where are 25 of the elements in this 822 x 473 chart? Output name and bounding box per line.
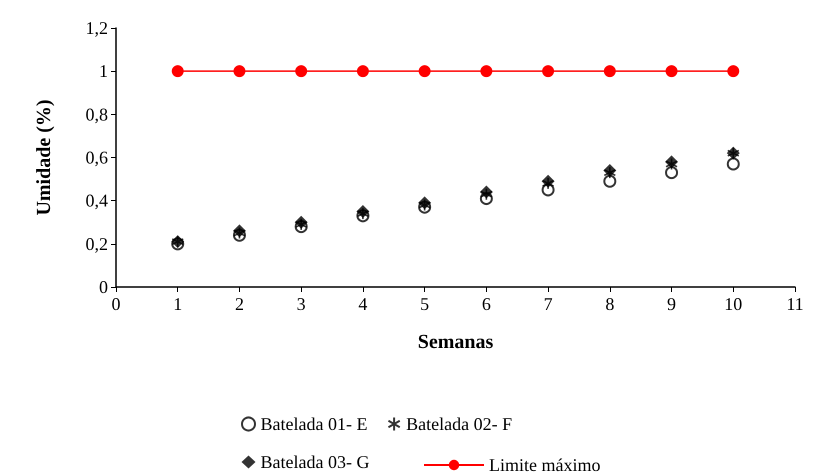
x-tick-label: 8	[605, 294, 614, 314]
y-axis-title: Umidade (%)	[33, 99, 55, 216]
legend-label: Limite máximo	[489, 455, 600, 473]
x-tick-label: 6	[482, 294, 491, 314]
y-tick-label: 0,6	[86, 148, 108, 168]
x-tick-label: 10	[724, 294, 742, 314]
y-tick-label: 0	[99, 277, 108, 297]
x-tick-label: 1	[173, 294, 182, 314]
y-tick-label: 1	[99, 61, 108, 82]
y-tick-label: 0,2	[86, 234, 108, 254]
x-axis-title: Semanas	[418, 331, 494, 353]
x-tick-label: 3	[296, 294, 306, 314]
legend-label: Batelada 01- E	[260, 414, 368, 434]
x-tick-label: 5	[420, 294, 430, 314]
legend-label: Batelada 03- G	[260, 452, 370, 472]
x-tick-label: 4	[358, 294, 368, 314]
y-tick-label: 0,4	[86, 190, 108, 211]
x-tick-label: 0	[112, 294, 120, 314]
x-tick-label: 7	[544, 294, 553, 314]
legend-label: Batelada 02- F	[406, 414, 512, 434]
x-tick-label: 2	[234, 294, 244, 314]
y-tick-label: 1,2	[86, 18, 108, 38]
x-tick-label: 11	[786, 294, 804, 314]
y-tick-label: 0,8	[86, 104, 108, 124]
x-tick-label: 9	[667, 294, 676, 314]
